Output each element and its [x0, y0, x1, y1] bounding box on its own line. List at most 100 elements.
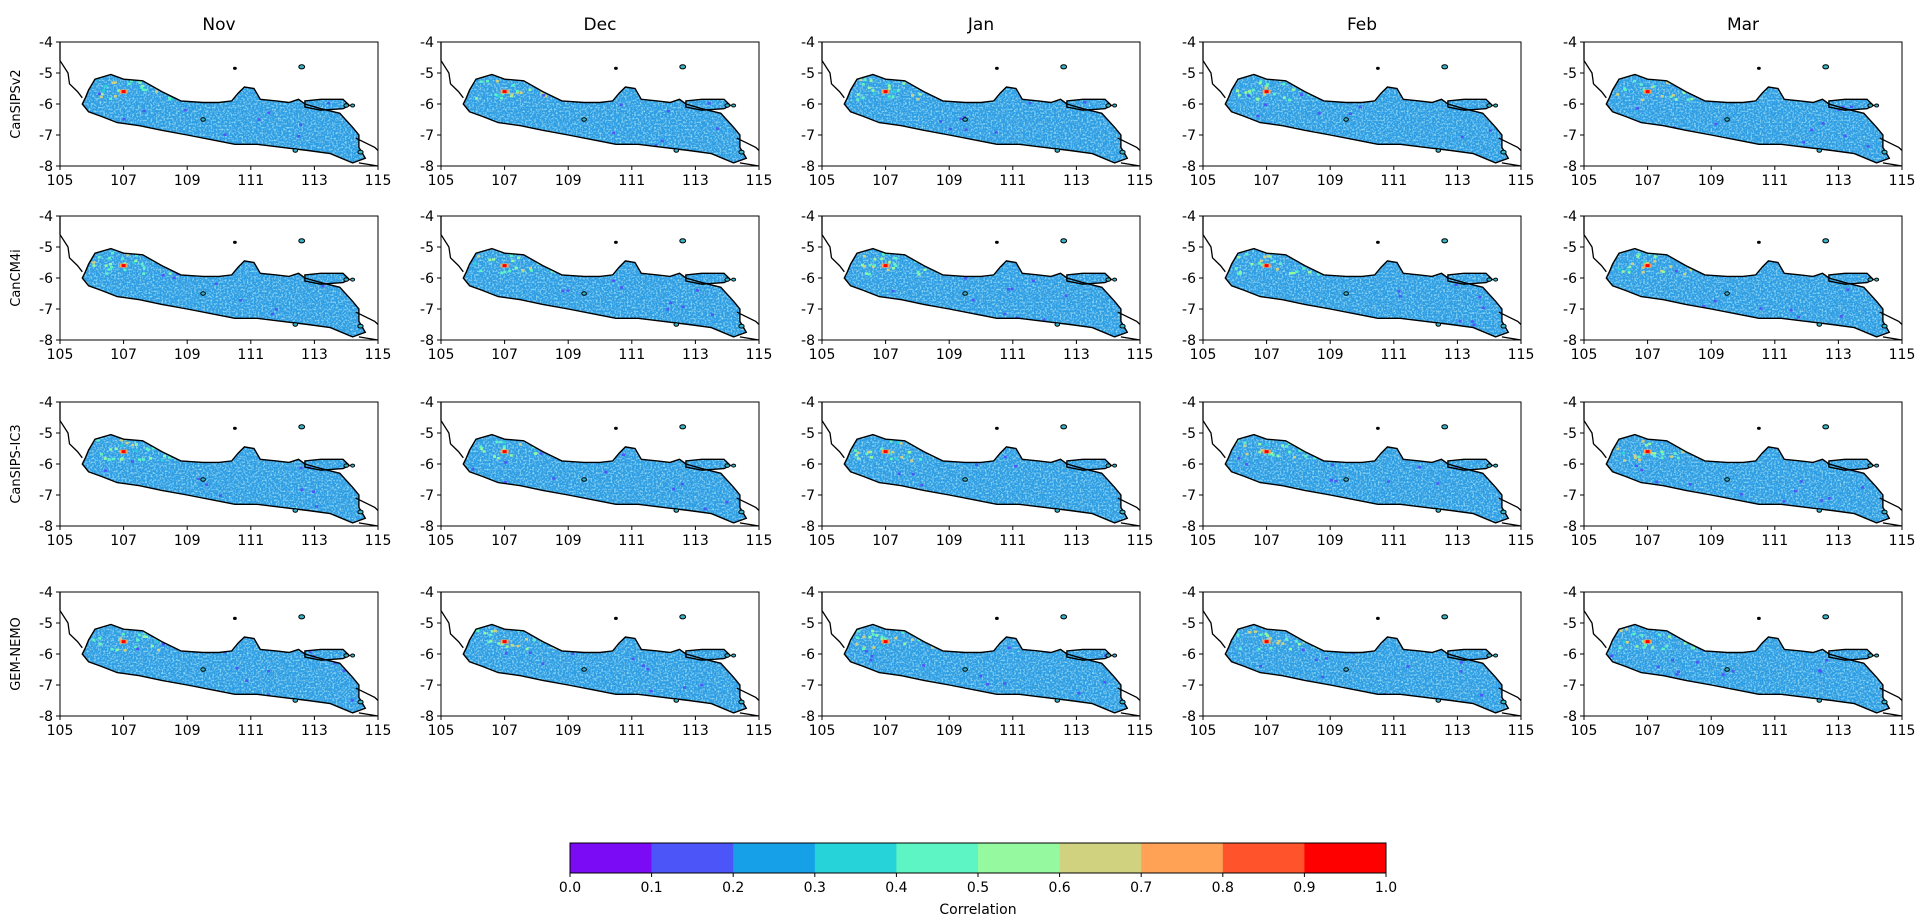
correlation-cell [1281, 642, 1285, 645]
correlation-cell [680, 482, 684, 486]
bali-coastline [1879, 311, 1903, 325]
correlation-cell [1454, 466, 1458, 469]
x-tick-label: 107 [491, 723, 518, 739]
correlation-cell [123, 648, 127, 652]
correlation-cell [92, 638, 96, 642]
y-tick-label: -7 [1182, 488, 1196, 504]
x-tick-label: 115 [365, 347, 392, 363]
correlation-cell [1680, 630, 1684, 633]
correlation-cell [1633, 79, 1637, 83]
correlation-cell [1827, 497, 1831, 500]
correlation-cell [889, 440, 893, 443]
correlation-cell [1308, 271, 1311, 274]
correlation-cell [891, 289, 895, 293]
java-coastline [462, 623, 748, 714]
correlation-cell [1488, 129, 1492, 132]
correlation-cell [1685, 257, 1689, 261]
small-island [1816, 322, 1823, 327]
correlation-cell [897, 472, 901, 475]
correlation-cell [869, 658, 873, 662]
correlation-cell [1110, 267, 1113, 270]
correlation-cell [1799, 480, 1803, 483]
correlation-cell [1693, 638, 1697, 642]
correlation-cell [145, 635, 148, 638]
small-island [724, 653, 731, 658]
y-tick-label: -4 [420, 585, 434, 601]
correlation-cell [1316, 273, 1320, 276]
small-island [1881, 509, 1888, 515]
correlation-cell [869, 450, 873, 454]
y-tick-label: -8 [1563, 159, 1577, 175]
y-tick-label: -7 [1563, 488, 1577, 504]
correlation-cell [546, 82, 550, 85]
correlation-cell [1633, 456, 1637, 459]
y-tick-label: -7 [420, 128, 434, 144]
row-label-cansips-ic3: CanSIPS-IC3 [9, 424, 24, 503]
correlation-cell [1313, 89, 1317, 93]
x-tick-label: 113 [1825, 347, 1852, 363]
y-tick-label: -7 [420, 678, 434, 694]
small-island [350, 463, 356, 468]
correlation-cell [540, 632, 543, 635]
correlation-cell [149, 457, 153, 460]
colorbar-segment [978, 843, 1060, 873]
correlation-cell [1247, 94, 1251, 97]
correlation-cell [920, 483, 924, 487]
small-island [1822, 614, 1830, 620]
bali-coastline [1498, 497, 1522, 511]
correlation-cell [683, 686, 686, 689]
y-tick-label: -4 [39, 209, 53, 225]
correlation-cell [1670, 492, 1674, 495]
bali-coastline [1882, 712, 1903, 717]
correlation-cell [1698, 633, 1702, 636]
correlation-cell [488, 633, 492, 637]
correlation-cell [868, 264, 872, 267]
correlation-cell [1260, 448, 1264, 452]
correlation-cell [893, 262, 897, 266]
colorbar-segment [570, 843, 652, 873]
correlation-cell [926, 259, 930, 263]
small-island [738, 149, 745, 155]
correlation-cell [489, 639, 493, 643]
small-island [343, 463, 350, 468]
correlation-cell [104, 469, 107, 472]
correlation-cell [927, 494, 931, 497]
y-tick-label: -7 [39, 128, 53, 144]
x-tick-label: 107 [110, 347, 137, 363]
small-island [233, 616, 237, 621]
small-island [350, 653, 356, 658]
hotspot-cell [1264, 640, 1269, 644]
correlation-cell [1314, 658, 1318, 662]
correlation-cell [1358, 105, 1362, 109]
correlation-cell [1653, 255, 1657, 258]
correlation-cell [1653, 454, 1656, 458]
x-tick-label: 105 [1571, 173, 1598, 189]
row-label-cansipsv2: CanSIPSv2 [9, 69, 24, 138]
sumatra-coastline [821, 42, 845, 99]
correlation-cell [544, 438, 548, 441]
correlation-cell [1266, 83, 1269, 86]
map-panel-cancm4i-nov: 105 107 109 111 113 115 -4 -5 -6 -7 -8 [39, 209, 391, 363]
x-tick-label: 111 [618, 723, 645, 739]
correlation-cell [919, 86, 923, 89]
correlation-cell [534, 452, 538, 455]
java-coastline [843, 247, 1129, 338]
correlation-cell [105, 272, 109, 275]
correlation-cell [1064, 294, 1068, 297]
y-tick-label: -8 [39, 709, 53, 725]
correlation-cell [1289, 647, 1292, 651]
correlation-cell [1289, 272, 1292, 275]
correlation-cell [1625, 640, 1629, 644]
sumatra-coastline [1583, 402, 1607, 459]
x-tick-label: 113 [1825, 723, 1852, 739]
small-island [1493, 653, 1499, 658]
small-island [357, 509, 364, 515]
colorbar-tick-label: 0.1 [640, 880, 662, 896]
x-tick-label: 115 [746, 723, 773, 739]
bali-coastline [1498, 137, 1522, 151]
small-island [292, 322, 299, 327]
x-tick-label: 107 [1253, 173, 1280, 189]
x-tick-label: 109 [555, 723, 582, 739]
correlation-cell [175, 268, 179, 271]
